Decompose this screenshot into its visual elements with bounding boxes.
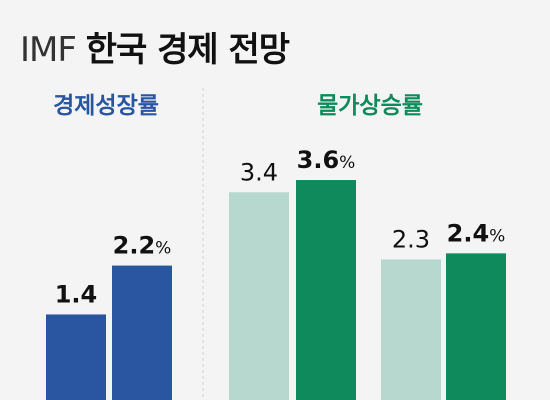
- price-group2-value-label-2: 2.4%: [447, 219, 506, 247]
- price-group1-value-label-1: 3.4: [240, 158, 278, 186]
- price-group1-bar-2: [296, 180, 356, 400]
- price-group2-bar-1: [381, 259, 441, 400]
- growth-bar-1: [46, 314, 106, 400]
- growth-value-label-1: 1.4: [55, 280, 98, 308]
- title-prefix: IMF: [20, 30, 77, 70]
- page-title: IMF 한국 경제 전망: [20, 22, 290, 71]
- price-group2-value-label-1: 2.3: [392, 225, 430, 253]
- price-section-title: 물가상승률: [317, 93, 423, 119]
- growth-bar-2: [112, 265, 172, 400]
- price-group1-value-label-2: 3.6%: [297, 146, 356, 174]
- price-group2-bar-2: [446, 253, 506, 400]
- growth-section-title: 경제성장률: [53, 93, 159, 119]
- growth-value-label-2: 2.2%: [113, 232, 172, 260]
- price-group1-bar-1: [229, 192, 289, 400]
- title-main: 한국 경제 전망: [85, 30, 290, 70]
